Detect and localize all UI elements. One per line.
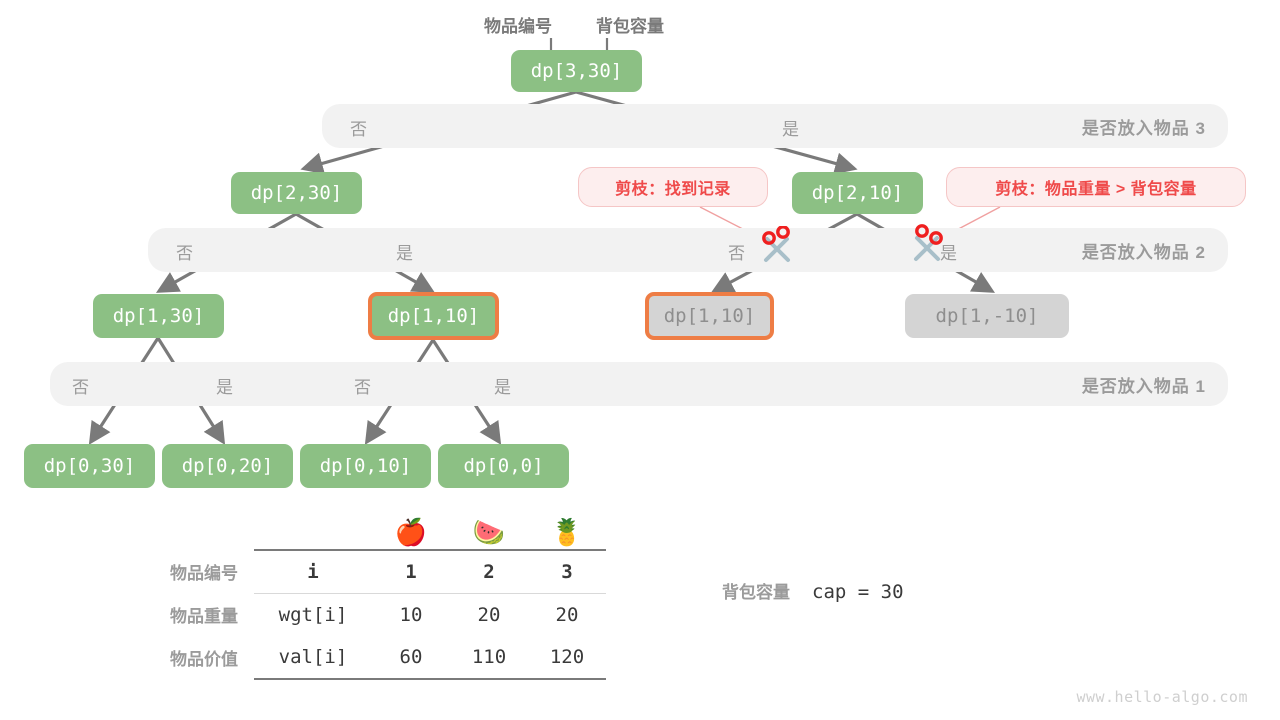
node-dp-1-neg10[interactable]: dp[1,-10] [905,294,1069,338]
bag-capacity-tag: 背包容量 [596,17,664,36]
fruit-cell-empty [254,515,372,550]
cell-wgt-2: 20 [450,593,528,636]
cell-key-i: i [254,549,372,594]
branch-no-2-left: 否 [176,244,193,263]
branch-no-1-b: 否 [354,378,371,397]
band-item-1-label: 是否放入物品 1 [1081,376,1206,396]
table-row-item-weight: 物品重量 wgt[i] 10 20 20 [170,593,606,636]
branch-no-3: 否 [350,120,367,139]
node-dp-1-30[interactable]: dp[1,30] [93,294,224,338]
table-row-item-value: 物品价值 val[i] 60 110 120 [170,636,606,679]
cell-i-1: 1 [372,549,450,594]
capacity-expression: cap = 30 [812,581,904,603]
node-dp-0-20[interactable]: dp[0,20] [162,444,293,488]
band-item-3: 是否放入物品 3 [322,104,1228,148]
cell-i-2: 2 [450,549,528,594]
item-index-tag: 物品编号 [484,17,552,36]
branch-yes-2-right: 是 [940,244,957,263]
band-item-2-label: 是否放入物品 2 [1081,242,1206,262]
node-dp-3-30[interactable]: dp[3,30] [511,50,642,92]
row-label-item-value: 物品价值 [170,650,238,669]
cell-key-wgt: wgt[i] [254,593,372,636]
branch-yes-2-left: 是 [396,244,413,263]
callout-found-record: 剪枝：找到记录 [578,167,768,207]
cell-val-3: 120 [549,646,585,668]
node-dp-0-30[interactable]: dp[0,30] [24,444,155,488]
row-label-item-weight: 物品重量 [170,607,238,627]
node-dp-0-10[interactable]: dp[0,10] [300,444,431,488]
apple-icon: 🍎 [394,517,428,547]
node-dp-1-10-a[interactable]: dp[1,10] [368,292,499,340]
row-label-item-index: 物品编号 [170,564,238,584]
table-bottom-rule [170,678,606,682]
node-dp-2-30[interactable]: dp[2,30] [231,172,362,214]
cell-val-2: 110 [471,646,507,668]
watermelon-icon: 🍉 [472,517,506,547]
table-row-fruits: 🍎 🍉 🍍 [170,515,606,550]
scissors-prune-left [762,226,790,262]
cell-wgt-1: 10 [372,593,450,636]
branch-no-2-right: 否 [728,244,745,263]
scissors-prune-right [914,224,943,261]
branch-yes-3: 是 [782,120,799,139]
capacity-note: 背包容量 cap = 30 [722,578,904,603]
callout-weight-exceeds: 剪枝：物品重量 > 背包容量 [946,167,1246,207]
branch-no-1-a: 否 [72,378,89,397]
cell-key-val: val[i] [278,646,348,668]
cell-val-1: 60 [399,646,423,668]
items-table: 🍎 🍉 🍍 物品编号 i 1 2 3 物品重量 wgt[i] 10 20 20 … [170,515,690,700]
band-item-2: 是否放入物品 2 [148,228,1228,272]
branch-yes-1-a: 是 [216,378,233,397]
node-dp-2-10[interactable]: dp[2,10] [792,172,923,214]
watermark: www.hello-algo.com [1076,688,1248,706]
branch-yes-1-b: 是 [494,378,511,397]
band-item-3-label: 是否放入物品 3 [1081,118,1206,138]
pineapple-icon: 🍍 [550,517,584,547]
node-dp-1-10-b[interactable]: dp[1,10] [645,292,774,340]
cell-wgt-3: 20 [528,593,606,636]
fruit-row-label-empty [170,515,254,550]
cell-i-3: 3 [528,549,606,594]
node-dp-0-0[interactable]: dp[0,0] [438,444,569,488]
capacity-label: 背包容量 [722,583,790,602]
table-row-item-index: 物品编号 i 1 2 3 [170,549,606,594]
band-item-1: 是否放入物品 1 [50,362,1228,406]
